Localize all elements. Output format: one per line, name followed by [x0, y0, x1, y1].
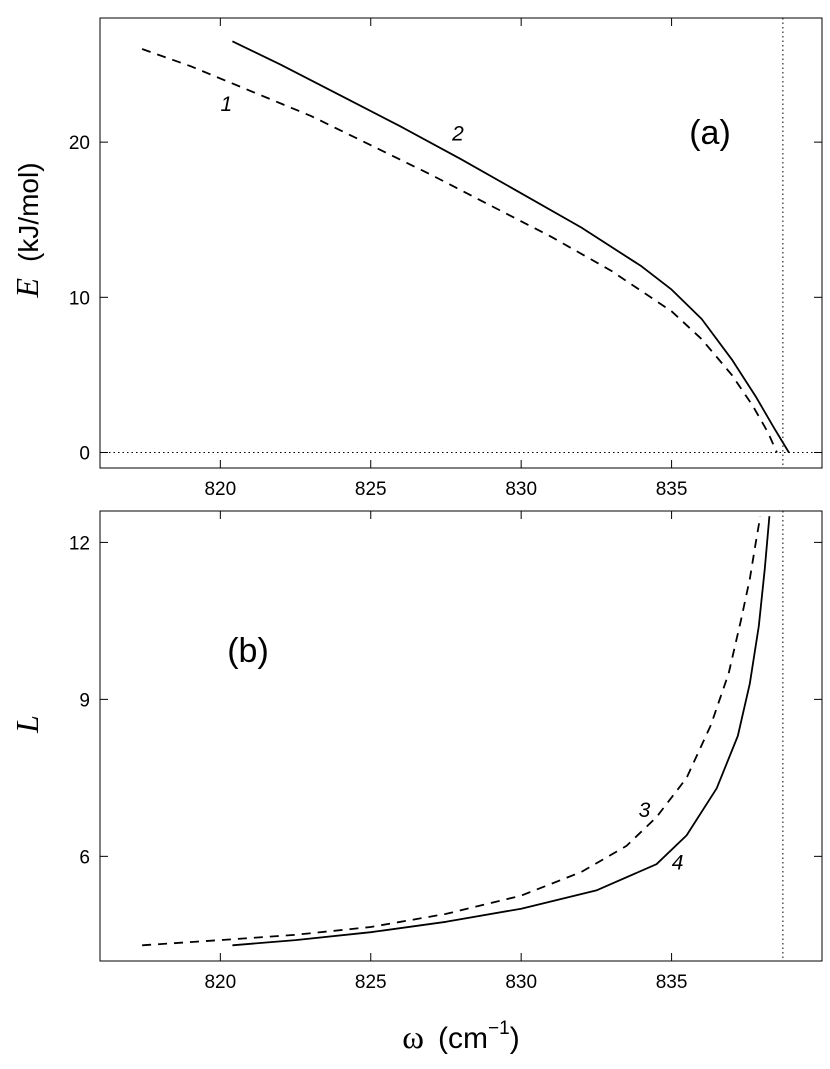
series-line-4 [232, 516, 771, 947]
series-line-2 [232, 40, 790, 453]
curve-label-4: 4 [672, 851, 684, 874]
x-tick-label: 830 [505, 479, 537, 500]
panel-a-axes: 820 825 830 835 0 10 20 [69, 18, 822, 500]
panel-a-y-axis-label: E (kJ/mol) [9, 162, 45, 298]
panel-a-series [141, 40, 790, 453]
panel-a-frame [99, 17, 823, 469]
x-axis-unit-close: ) [510, 1022, 520, 1055]
y-tick-label: 20 [69, 133, 90, 154]
panel-a-label: (a) [689, 114, 731, 152]
panel-b-y-axis-label: L [9, 715, 45, 734]
x-tick-label: 825 [355, 972, 387, 993]
x-tick-label: 820 [204, 972, 236, 993]
curve-label-3: 3 [639, 799, 651, 822]
series-line-3 [142, 516, 762, 947]
x-axis-symbol: ω [402, 1020, 424, 1056]
curve-label-2: 2 [451, 123, 464, 146]
x-tick-label: 835 [656, 479, 688, 500]
panel-a-y-unit: (kJ/mol) [13, 162, 44, 262]
x-tick-label: 835 [656, 972, 688, 993]
panel-b-label: (b) [227, 632, 269, 670]
panel-b-y-symbol: L [9, 715, 45, 734]
panel-b-curve-labels: 34 [639, 799, 684, 874]
x-axis-label: ω (cm−1) [402, 1018, 519, 1056]
x-tick-label: 820 [204, 479, 236, 500]
panel-a-y-symbol: E [9, 278, 45, 299]
x-axis-unit-exponent: −1 [488, 1018, 510, 1039]
x-axis-unit: (cm [438, 1022, 488, 1055]
panel-b-series [142, 516, 771, 947]
series-line-1 [141, 48, 778, 453]
svg-text:E(kJ/mol): E (kJ/mol) [9, 162, 45, 298]
x-tick-label: 830 [505, 972, 537, 993]
panel-b-axes: 820 825 830 835 6 9 12 [69, 511, 822, 993]
y-tick-label: 0 [79, 443, 90, 464]
y-tick-label: 6 [79, 847, 90, 868]
panel-b-frame [99, 510, 823, 962]
panel-a-reference-lines [100, 18, 822, 468]
y-tick-label: 12 [69, 533, 90, 554]
curve-label-1: 1 [221, 93, 233, 116]
y-tick-label: 9 [79, 690, 90, 711]
x-tick-label: 825 [355, 479, 387, 500]
y-tick-label: 10 [69, 288, 90, 309]
panel-a-curve-labels: 12 [221, 93, 465, 145]
